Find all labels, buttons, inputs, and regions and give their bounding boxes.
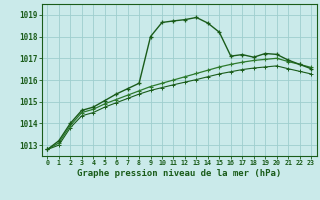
X-axis label: Graphe pression niveau de la mer (hPa): Graphe pression niveau de la mer (hPa)	[77, 169, 281, 178]
